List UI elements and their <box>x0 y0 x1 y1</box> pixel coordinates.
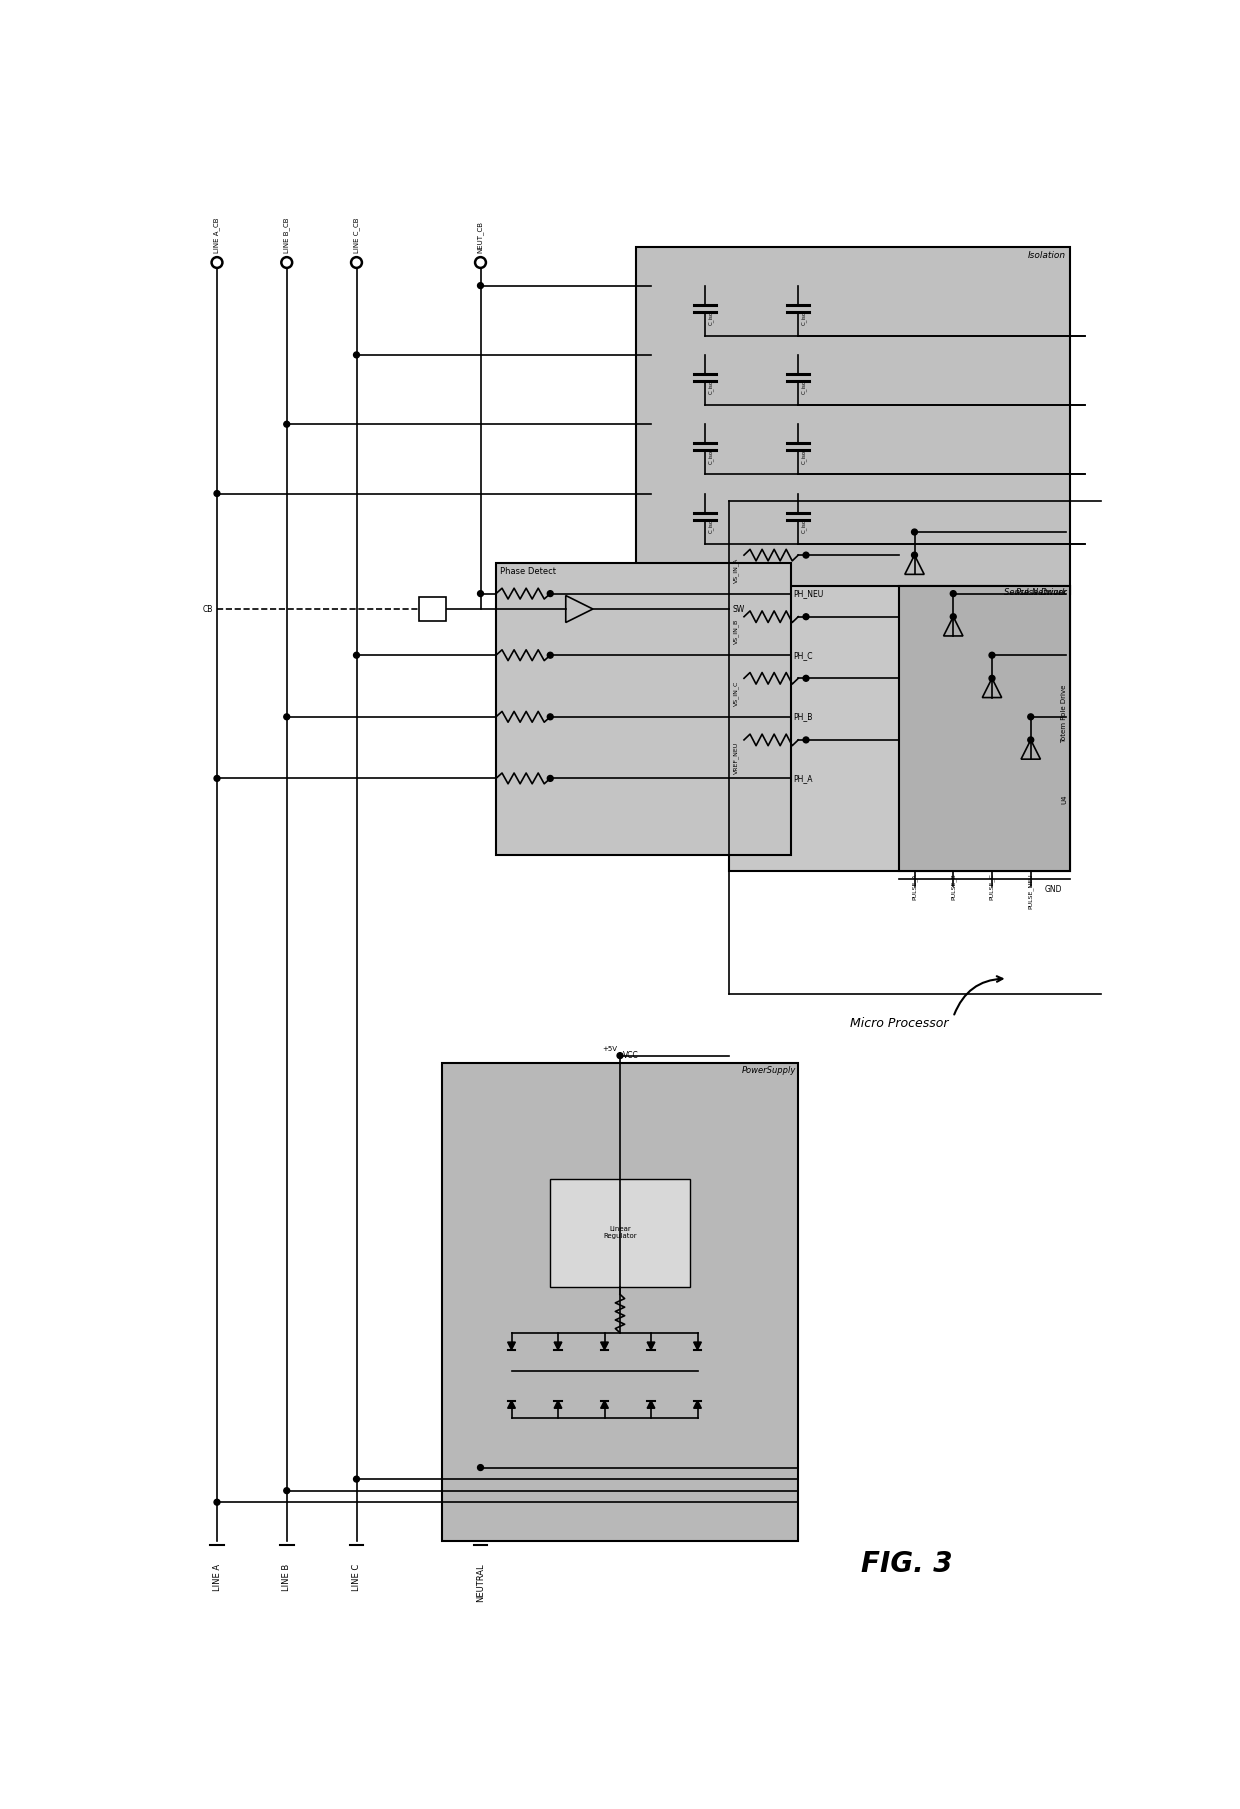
Text: Phase Detect: Phase Detect <box>500 566 556 575</box>
Text: PowerSupply: PowerSupply <box>742 1066 796 1075</box>
Text: LINE A: LINE A <box>212 1563 222 1590</box>
Circle shape <box>950 592 956 597</box>
Circle shape <box>804 675 808 682</box>
Text: C_iso: C_iso <box>801 519 807 534</box>
FancyArrowPatch shape <box>955 977 1002 1015</box>
Circle shape <box>477 282 484 289</box>
Text: VS_IN_C: VS_IN_C <box>733 680 739 706</box>
Polygon shape <box>507 1342 516 1350</box>
Circle shape <box>804 736 808 743</box>
Bar <box>441 1064 799 1541</box>
Circle shape <box>950 613 956 620</box>
Circle shape <box>911 528 918 535</box>
Circle shape <box>215 776 219 781</box>
Circle shape <box>547 776 553 781</box>
Polygon shape <box>554 1400 562 1407</box>
Circle shape <box>990 675 994 682</box>
Circle shape <box>618 1053 622 1058</box>
Circle shape <box>547 592 553 597</box>
Circle shape <box>1028 736 1034 743</box>
Polygon shape <box>647 1342 655 1350</box>
Text: PULSE_C: PULSE_C <box>990 874 994 901</box>
Text: LINE B: LINE B <box>283 1563 291 1592</box>
Text: C_iso: C_iso <box>708 380 714 394</box>
Text: PULSE_B: PULSE_B <box>950 874 956 899</box>
Circle shape <box>284 715 290 720</box>
Text: VS_IN_B: VS_IN_B <box>733 619 739 644</box>
Circle shape <box>547 715 553 720</box>
Text: +5V: +5V <box>601 1046 618 1051</box>
Circle shape <box>477 1465 484 1471</box>
Text: Isolation: Isolation <box>1028 251 1065 260</box>
Bar <box>419 597 445 620</box>
Text: LINE B_CB: LINE B_CB <box>284 217 290 253</box>
Text: Sense Network: Sense Network <box>1004 588 1068 597</box>
Circle shape <box>215 1500 219 1505</box>
Circle shape <box>547 653 553 658</box>
Text: VREF_NEU: VREF_NEU <box>733 742 739 774</box>
Text: VCC: VCC <box>622 1051 639 1060</box>
Polygon shape <box>600 1342 609 1350</box>
Text: C_iso: C_iso <box>708 519 714 534</box>
Circle shape <box>1028 715 1034 720</box>
Text: CB: CB <box>203 604 213 613</box>
Text: FIG. 3: FIG. 3 <box>861 1550 952 1577</box>
Circle shape <box>990 653 994 658</box>
Text: Totem Pole Drive: Totem Pole Drive <box>1061 686 1068 743</box>
Bar <box>729 586 1069 870</box>
Circle shape <box>353 653 360 658</box>
Text: LINE C_CB: LINE C_CB <box>353 217 360 253</box>
Bar <box>635 248 1069 593</box>
Text: PH_A: PH_A <box>794 774 813 783</box>
Polygon shape <box>600 1400 609 1407</box>
Text: U4: U4 <box>1061 794 1068 805</box>
Circle shape <box>804 552 808 557</box>
Text: PULSE_A: PULSE_A <box>911 874 918 899</box>
Text: LINE A_CB: LINE A_CB <box>213 217 221 253</box>
Circle shape <box>353 1476 360 1482</box>
Polygon shape <box>693 1342 702 1350</box>
Text: PH_NEU: PH_NEU <box>794 590 823 599</box>
Circle shape <box>804 613 808 620</box>
Text: LINE C: LINE C <box>352 1563 361 1592</box>
Text: PH_C: PH_C <box>794 651 813 660</box>
Text: NEUTRAL: NEUTRAL <box>476 1563 485 1603</box>
Text: C_iso: C_iso <box>801 449 807 463</box>
Text: VS_IN_A: VS_IN_A <box>733 557 739 582</box>
Text: GND: GND <box>1044 885 1061 894</box>
Text: PULSE_NEU: PULSE_NEU <box>1028 874 1034 908</box>
Text: Micro Processor: Micro Processor <box>849 1017 949 1029</box>
Polygon shape <box>554 1342 562 1350</box>
Text: SW: SW <box>733 604 745 613</box>
Polygon shape <box>647 1400 655 1407</box>
Text: C_iso: C_iso <box>801 311 807 326</box>
Bar <box>496 563 791 856</box>
Text: NEUT_CB: NEUT_CB <box>477 221 484 253</box>
Bar <box>551 1179 689 1286</box>
Circle shape <box>911 552 918 557</box>
Circle shape <box>353 353 360 358</box>
Circle shape <box>477 592 484 597</box>
Circle shape <box>284 421 290 427</box>
Polygon shape <box>507 1400 516 1407</box>
Bar <box>899 586 1069 870</box>
Text: Linear
Regulator: Linear Regulator <box>603 1227 637 1239</box>
Circle shape <box>284 1487 290 1494</box>
Text: Pulse Driver: Pulse Driver <box>1017 588 1068 597</box>
Text: PH_B: PH_B <box>794 713 813 722</box>
Circle shape <box>215 490 219 496</box>
Text: C_iso: C_iso <box>708 311 714 326</box>
Text: C_iso: C_iso <box>801 380 807 394</box>
Text: C_iso: C_iso <box>708 449 714 463</box>
Polygon shape <box>693 1400 702 1407</box>
